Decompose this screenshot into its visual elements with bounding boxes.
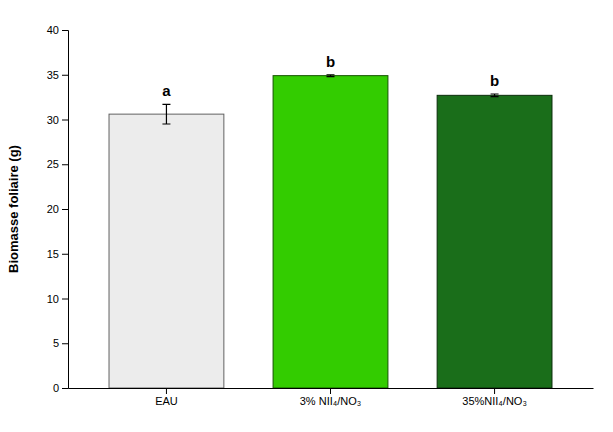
tick-mark: [62, 120, 68, 121]
bar: [273, 76, 388, 388]
chart: a b b 0 5 10 15 20 25 30 35 40 EAU 3% NII₄/NO₃ 35%NII₄…: [0, 0, 613, 432]
tick-mark: [62, 164, 68, 165]
tick-label: 5: [53, 337, 59, 349]
plot: a b b 0 5 10 15 20 25 30 35 40 EAU 3% NII₄/NO₃ 35%NII₄…: [47, 24, 594, 407]
x-axis: EAU 3% NII₄/NO₃ 35%NII₄/NO₃: [69, 388, 594, 407]
tick-label: 35%NII₄/NO₃: [462, 395, 527, 407]
tick-mark: [330, 388, 331, 394]
tick: 20: [47, 203, 68, 215]
annotation: a: [162, 82, 171, 99]
tick: 25: [47, 158, 68, 170]
axis-line: [62, 31, 69, 389]
tick: 35%NII₄/NO₃: [462, 388, 527, 407]
tick-label: 3% NII₄/NO₃: [300, 395, 362, 407]
tick: 10: [47, 293, 68, 305]
error-bar: [162, 104, 170, 124]
tick-mark: [166, 388, 167, 394]
tick-label: 35: [47, 69, 59, 81]
error-bar: [491, 94, 499, 97]
tick-label: 0: [53, 382, 59, 394]
error-bar: [327, 75, 335, 77]
tick-mark: [62, 75, 68, 76]
marks: [109, 75, 552, 388]
tick: 5: [53, 337, 68, 349]
tick-label: 25: [47, 158, 59, 170]
bar: [109, 114, 224, 388]
y-axis: 0 5 10 15 20 25 30 35 40: [47, 24, 69, 394]
tick: 0: [53, 382, 68, 394]
annotation: b: [326, 53, 335, 70]
tick-mark: [62, 209, 68, 210]
tick-mark: [62, 30, 68, 31]
tick-label: EAU: [155, 395, 178, 407]
tick: 30: [47, 114, 68, 126]
tick-mark: [62, 343, 68, 344]
tick-label: 15: [47, 248, 59, 260]
tick-label: 40: [47, 24, 59, 36]
tick: EAU: [155, 388, 178, 407]
tick-mark: [62, 299, 68, 300]
tick: 40: [47, 24, 68, 36]
tick-mark: [494, 388, 495, 394]
tick: 35: [47, 69, 68, 81]
tick-mark: [62, 254, 68, 255]
tick-label: 30: [47, 114, 59, 126]
tick: 3% NII₄/NO₃: [300, 388, 362, 407]
tick-label: 10: [47, 293, 59, 305]
tick: 15: [47, 248, 68, 260]
tick-label: 20: [47, 203, 59, 215]
tick-mark: [62, 388, 68, 389]
annotations: a b b: [162, 53, 499, 100]
annotation: b: [490, 72, 499, 89]
y-axis-title: Biomasse foliaire (g): [6, 145, 21, 273]
bar: [437, 95, 552, 388]
